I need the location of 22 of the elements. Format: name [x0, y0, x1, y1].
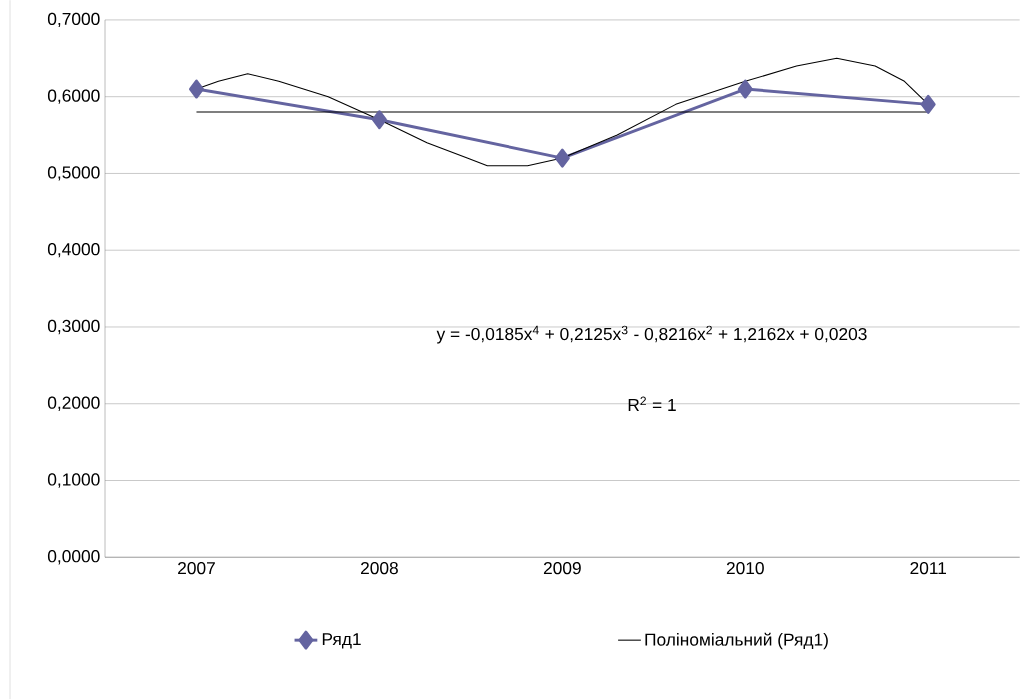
legend-label: Поліноміальний (Ряд1)	[645, 632, 828, 650]
legend-label: Ряд1	[322, 633, 361, 649]
y-tick-label: 0,7000	[47, 13, 100, 28]
y-tick-label: 0,5000	[47, 166, 100, 181]
y-tick-label: 0,6000	[47, 89, 100, 105]
annotation: R$^{2}$ = 1	[628, 396, 676, 412]
point	[554, 148, 570, 168]
point	[920, 95, 936, 115]
x-tick-label: 2010	[726, 562, 764, 575]
y-tick-label: 0,3000	[47, 320, 100, 335]
y-tick-label: 0,0000	[47, 550, 100, 565]
annotation: y = -0,0185x$^{4}$ + 0,2125x$^{3}$ - 0,8216x$^{2}$ + 1,2162x + 0,0203	[436, 325, 867, 344]
y-tick-label: 0,2000	[47, 396, 100, 412]
x-tick-label: 2007	[178, 562, 215, 575]
y-tick-label: 0,1000	[47, 473, 100, 488]
x-tick-label: 2011	[910, 562, 947, 575]
point	[371, 110, 387, 130]
x-tick-label: 2009	[543, 562, 581, 575]
y-tick-label: 0,4000	[47, 243, 100, 258]
x-tick-label: 2008	[361, 562, 398, 575]
point	[189, 79, 204, 99]
point	[737, 79, 753, 99]
